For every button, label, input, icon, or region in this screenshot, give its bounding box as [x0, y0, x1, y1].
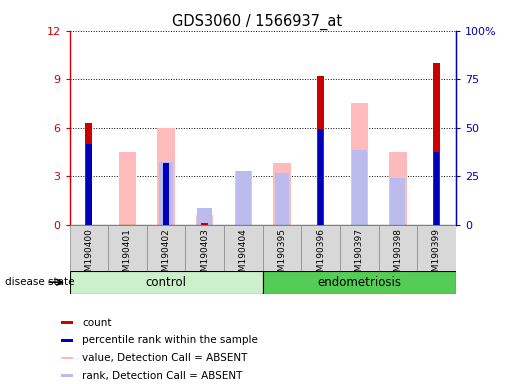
Bar — [61, 321, 73, 324]
Bar — [159, 162, 174, 225]
Text: count: count — [82, 318, 111, 328]
Text: GSM190398: GSM190398 — [393, 228, 402, 283]
Bar — [351, 103, 368, 225]
Bar — [417, 225, 456, 271]
Bar — [236, 171, 251, 225]
Bar — [263, 225, 301, 271]
Bar — [301, 225, 340, 271]
Text: rank, Detection Call = ABSENT: rank, Detection Call = ABSENT — [82, 371, 242, 381]
Text: control: control — [146, 276, 186, 289]
Bar — [340, 225, 379, 271]
Bar — [379, 225, 417, 271]
Bar — [317, 76, 324, 225]
Bar — [235, 171, 252, 225]
Bar — [70, 271, 263, 294]
Text: GSM190399: GSM190399 — [432, 228, 441, 283]
Text: disease state: disease state — [5, 277, 75, 287]
Bar — [434, 152, 439, 225]
Text: GSM190397: GSM190397 — [355, 228, 364, 283]
Text: GSM190402: GSM190402 — [162, 228, 170, 283]
Bar — [185, 225, 224, 271]
Text: GSM190400: GSM190400 — [84, 228, 93, 283]
Bar — [274, 173, 289, 225]
Bar — [352, 150, 367, 225]
Bar — [263, 271, 456, 294]
Text: percentile rank within the sample: percentile rank within the sample — [82, 335, 258, 345]
Bar — [318, 129, 323, 225]
Bar — [163, 163, 169, 225]
Bar — [61, 357, 73, 359]
Bar — [390, 178, 405, 225]
Bar — [201, 223, 208, 225]
Bar — [61, 339, 73, 342]
Text: GSM190401: GSM190401 — [123, 228, 132, 283]
Bar — [86, 144, 92, 225]
Text: endometriosis: endometriosis — [317, 276, 401, 289]
Bar — [70, 225, 108, 271]
Text: GSM190403: GSM190403 — [200, 228, 209, 283]
Bar — [389, 152, 406, 225]
Bar — [119, 152, 136, 225]
Bar — [61, 374, 73, 377]
Bar — [224, 225, 263, 271]
Text: GDS3060 / 1566937_at: GDS3060 / 1566937_at — [173, 13, 342, 30]
Bar — [433, 63, 440, 225]
Text: GSM190395: GSM190395 — [278, 228, 286, 283]
Bar — [108, 225, 147, 271]
Text: GSM190404: GSM190404 — [239, 228, 248, 283]
Text: value, Detection Call = ABSENT: value, Detection Call = ABSENT — [82, 353, 247, 363]
Bar — [197, 209, 212, 225]
Bar — [85, 123, 92, 225]
Bar — [273, 163, 290, 225]
Bar — [147, 225, 185, 271]
Bar — [158, 128, 175, 225]
Bar — [196, 215, 213, 225]
Text: GSM190396: GSM190396 — [316, 228, 325, 283]
